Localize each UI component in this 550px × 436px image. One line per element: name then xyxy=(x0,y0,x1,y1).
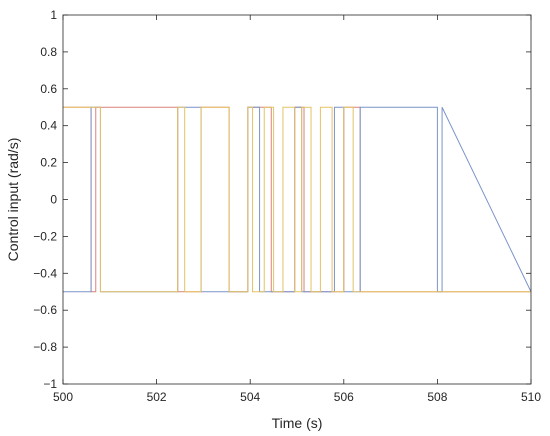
y-tick-label: −0.4 xyxy=(33,266,57,280)
x-tick-label: 504 xyxy=(240,390,260,404)
x-tick-label: 506 xyxy=(334,390,354,404)
x-tick-label: 502 xyxy=(147,390,167,404)
x-tick-label: 508 xyxy=(427,390,447,404)
y-tick-label: 0.8 xyxy=(40,45,57,59)
x-tick-label: 510 xyxy=(521,390,541,404)
series-line-1 xyxy=(63,106,531,293)
y-tick-label: 0.4 xyxy=(40,119,57,133)
y-tick-label: 1 xyxy=(50,8,57,22)
y-tick-label: −0.8 xyxy=(33,340,57,354)
series-line-2 xyxy=(63,106,532,293)
plot-frame xyxy=(62,14,532,385)
y-axis-label: Control input (rad/s) xyxy=(5,138,21,262)
y-tick-label: −0.6 xyxy=(33,303,57,317)
x-axis-label: Time (s) xyxy=(272,415,323,431)
y-tick-label: 0.6 xyxy=(40,82,57,96)
y-tick-label: −0.2 xyxy=(33,229,57,243)
y-tick-label: −1 xyxy=(43,377,57,391)
y-tick-label: 0.2 xyxy=(40,156,57,170)
series-layer xyxy=(63,106,532,293)
axes-layer: 500 502 504 506 508 510 −1 −0.8 −0.6 −0.4 −0.2 0 0.2… xyxy=(33,8,541,404)
y-tick-label: 0 xyxy=(50,193,57,207)
series-line-3 xyxy=(63,106,531,293)
x-tick-label: 500 xyxy=(53,390,73,404)
